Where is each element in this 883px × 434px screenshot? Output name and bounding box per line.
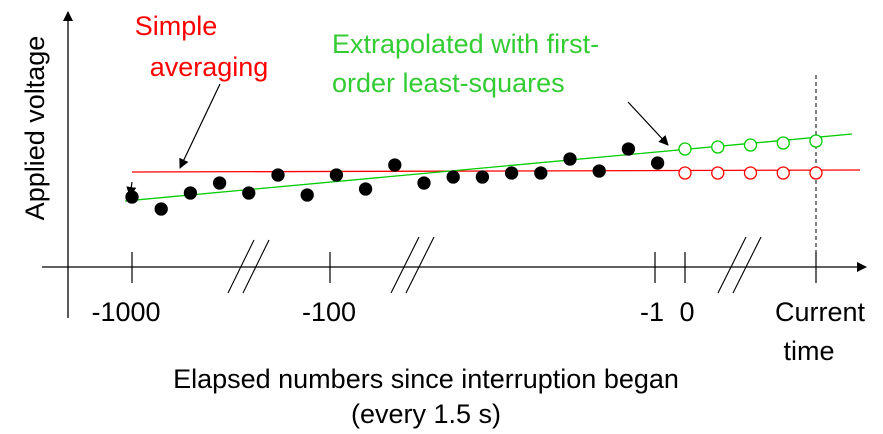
extrapolated-simple-average-point bbox=[809, 166, 823, 180]
simple-averaging-arrow bbox=[179, 83, 221, 169]
x-tick-label: -1 bbox=[640, 297, 664, 327]
measured-point bbox=[125, 190, 139, 204]
extrapolated-least-squares-point bbox=[809, 134, 823, 148]
measured-point bbox=[388, 158, 402, 172]
measured-point bbox=[271, 168, 285, 182]
least-squares-arrow bbox=[627, 101, 669, 146]
simple-averaging-arrow-2 bbox=[126, 181, 137, 197]
x-tick-label: 0 bbox=[679, 297, 694, 327]
measured-points bbox=[125, 142, 665, 216]
axis-break-2 bbox=[390, 236, 435, 294]
extrapolated-least-squares-point bbox=[678, 142, 692, 156]
measured-point bbox=[621, 142, 636, 156]
x-axis-label-line2: (every 1.5 s) bbox=[351, 399, 501, 429]
measured-point bbox=[154, 202, 168, 216]
measured-point bbox=[183, 186, 198, 200]
measured-point bbox=[650, 156, 665, 170]
axis-break-1 bbox=[227, 239, 270, 294]
measured-point bbox=[417, 176, 431, 190]
extrapolated-simple-average-point bbox=[743, 166, 758, 180]
extrapolated-least-squares-point bbox=[743, 138, 758, 152]
simple-averaging-label-line1: Simple bbox=[135, 11, 218, 41]
extrapolated-least-squares-point bbox=[776, 136, 790, 150]
measured-point bbox=[242, 186, 256, 200]
measured-point bbox=[446, 170, 460, 184]
current-time-label-line1: Current bbox=[775, 297, 866, 327]
y-axis-label: Applied voltage bbox=[20, 36, 50, 221]
extrapolated-least-squares-point bbox=[711, 140, 725, 154]
extrapolated-simple-average-point bbox=[711, 166, 725, 180]
extrapolated-simple-average-point bbox=[678, 166, 692, 180]
axis-break-3 bbox=[717, 236, 762, 294]
x-tick-label: -100 bbox=[302, 297, 356, 327]
least-squares-label-line2: order least-squares bbox=[332, 68, 565, 98]
least-squares-line bbox=[124, 133, 853, 202]
current-time-label-line2: time bbox=[783, 336, 834, 366]
x-axis-label-line1: Elapsed numbers since interruption began bbox=[173, 364, 679, 394]
measured-point bbox=[534, 166, 548, 180]
measured-point bbox=[475, 170, 490, 184]
extrapolated-simple-average-points bbox=[678, 166, 823, 180]
measured-point bbox=[563, 152, 577, 166]
x-tick-label: -1000 bbox=[91, 297, 160, 327]
simple-averaging-line bbox=[131, 169, 861, 173]
measured-point bbox=[358, 182, 373, 196]
least-squares-label-line1: Extrapolated with first- bbox=[332, 29, 599, 59]
extrapolated-least-squares-points bbox=[678, 134, 823, 156]
measured-point bbox=[592, 164, 606, 178]
simple-averaging-label-line2: averaging bbox=[150, 52, 269, 82]
measured-point bbox=[329, 168, 344, 182]
measured-point bbox=[300, 188, 314, 202]
measured-point bbox=[212, 176, 227, 190]
extrapolated-simple-average-point bbox=[776, 166, 790, 180]
measured-point bbox=[504, 166, 519, 180]
